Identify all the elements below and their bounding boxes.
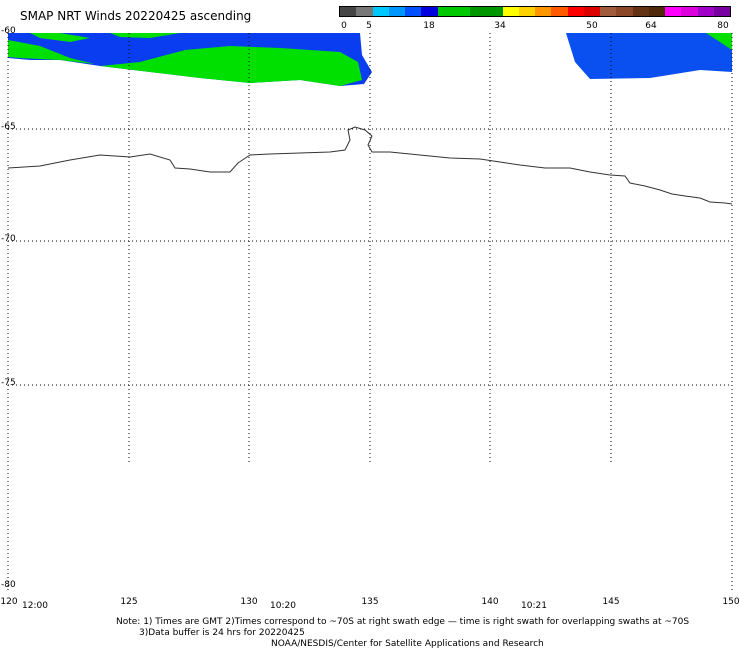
colorbar-tick: 5 [366, 21, 372, 31]
longitude-label: 130 [240, 597, 258, 607]
colorbar-segment [470, 7, 487, 16]
colorbar-segment [600, 7, 617, 16]
longitude-label: 150 [722, 597, 740, 607]
colorbar-tick: 50 [586, 21, 598, 31]
note-line: Note: 1) Times are GMT 2)Times correspon… [116, 617, 690, 627]
colorbar-segment [567, 7, 584, 16]
colorbar-segment [486, 7, 503, 16]
latitude-label: -65 [1, 122, 16, 132]
colorbar-segment [453, 7, 470, 16]
wind-swath-left-strong [100, 46, 362, 86]
colorbar-segment [697, 7, 714, 16]
colorbar-segment [405, 7, 422, 16]
longitude-label: 135 [361, 597, 379, 607]
colorbar-segment [665, 7, 682, 16]
grid-lines [8, 33, 732, 465]
wind-swath-left-strong [8, 40, 95, 64]
colorbar-segment [518, 7, 535, 16]
colorbar-segment [372, 7, 389, 16]
latitude-label: -70 [1, 234, 16, 244]
wind-swath-left-strong [8, 33, 90, 42]
colorbar-segment [681, 7, 698, 16]
colorbar-tick: 64 [645, 21, 657, 31]
map-title: SMAP NRT Winds 20220425 ascending [20, 9, 252, 23]
wind-speed-colorbar [339, 6, 731, 17]
longitude-label: 140 [481, 597, 499, 607]
coastline [7, 126, 733, 205]
swath-time-label: 12:00 [22, 601, 48, 611]
note-line: 3)Data buffer is 24 hrs for 20220425 [139, 628, 305, 638]
longitude-label: 145 [602, 597, 620, 607]
colorbar-segment [535, 7, 552, 16]
colorbar-tick: 0 [341, 21, 347, 31]
wind-swath-right [566, 33, 732, 79]
wind-swath-right-strong [706, 33, 732, 50]
wind-swath-left-strong [110, 33, 180, 38]
longitude-label: 125 [120, 597, 138, 607]
colorbar-segment [616, 7, 633, 16]
colorbar-segment [356, 7, 373, 16]
swath-time-label: 10:20 [270, 601, 296, 611]
colorbar-segment [421, 7, 438, 16]
latitude-label: -60 [1, 26, 16, 36]
colorbar-segment [388, 7, 405, 16]
colorbar-tick: 34 [494, 21, 506, 31]
colorbar-segment [632, 7, 649, 16]
note-line: NOAA/NESDIS/Center for Satellite Applica… [271, 639, 544, 649]
colorbar-segment [648, 7, 665, 16]
colorbar-segment [437, 7, 454, 16]
colorbar-segment [502, 7, 519, 16]
colorbar-tick: 80 [717, 21, 729, 31]
longitude-label: 120 [0, 597, 18, 607]
colorbar-segment [551, 7, 568, 16]
colorbar-segment [583, 7, 600, 16]
latitude-label: -75 [1, 378, 16, 388]
colorbar-tick: 18 [423, 21, 435, 31]
latitude-label: -80 [1, 580, 16, 590]
colorbar-segment [340, 7, 357, 16]
colorbar-segment [713, 7, 730, 16]
swath-time-label: 10:21 [521, 601, 547, 611]
